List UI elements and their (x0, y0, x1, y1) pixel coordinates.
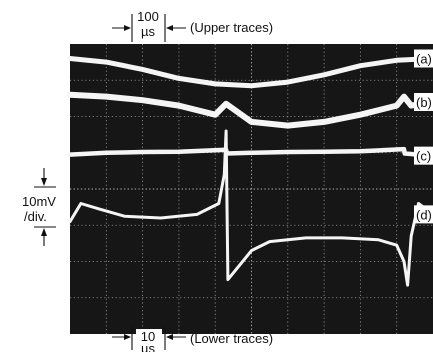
upper-timebase-arrowhead-right (166, 25, 173, 31)
lower-timebase-annotation: 10 µs (Lower traces) (112, 326, 273, 352)
lower-timebase-value: 10 (141, 329, 155, 344)
lower-timebase-unit: µs (141, 341, 155, 352)
lower-timebase-arrowhead-left (124, 334, 131, 340)
trace-label-b: (b) (416, 95, 432, 110)
vertical-scale-line1: 10mV (22, 194, 56, 209)
trace-label-c: (c) (416, 149, 431, 164)
upper-timebase-arrowhead-left (124, 25, 131, 31)
screen-graticule (70, 44, 433, 334)
trace-labels: (a) (b) (c) (d) (414, 49, 433, 224)
lower-timebase-note: (Lower traces) (190, 331, 273, 346)
trace-label-a: (a) (416, 52, 432, 67)
vertical-scale-annotation: 10mV /div. (22, 168, 56, 246)
trace-label-backing (414, 205, 433, 224)
upper-timebase-unit: µs (141, 24, 155, 39)
trace-line-b (67, 91, 433, 129)
trace-label-backing (414, 93, 433, 111)
trace-line-a (67, 56, 433, 89)
trace-line-d (68, 129, 433, 287)
vertical-scale-arrowhead-top (41, 178, 47, 186)
upper-timebase-value: 100 (137, 9, 159, 24)
upper-timebase-annotation: 100 µs (Upper traces) (112, 9, 273, 42)
trace-label-backing (414, 146, 433, 165)
lower-timebase-arrowhead-right (166, 334, 173, 340)
lower-timebase-label-backing (136, 329, 162, 352)
trace-line-c (67, 146, 433, 158)
trace-label-backing (414, 49, 433, 68)
trace-label-d: (d) (416, 207, 432, 222)
vertical-scale-line2: /div. (24, 209, 47, 224)
upper-timebase-note: (Upper traces) (190, 20, 273, 35)
trace-group (67, 56, 433, 287)
